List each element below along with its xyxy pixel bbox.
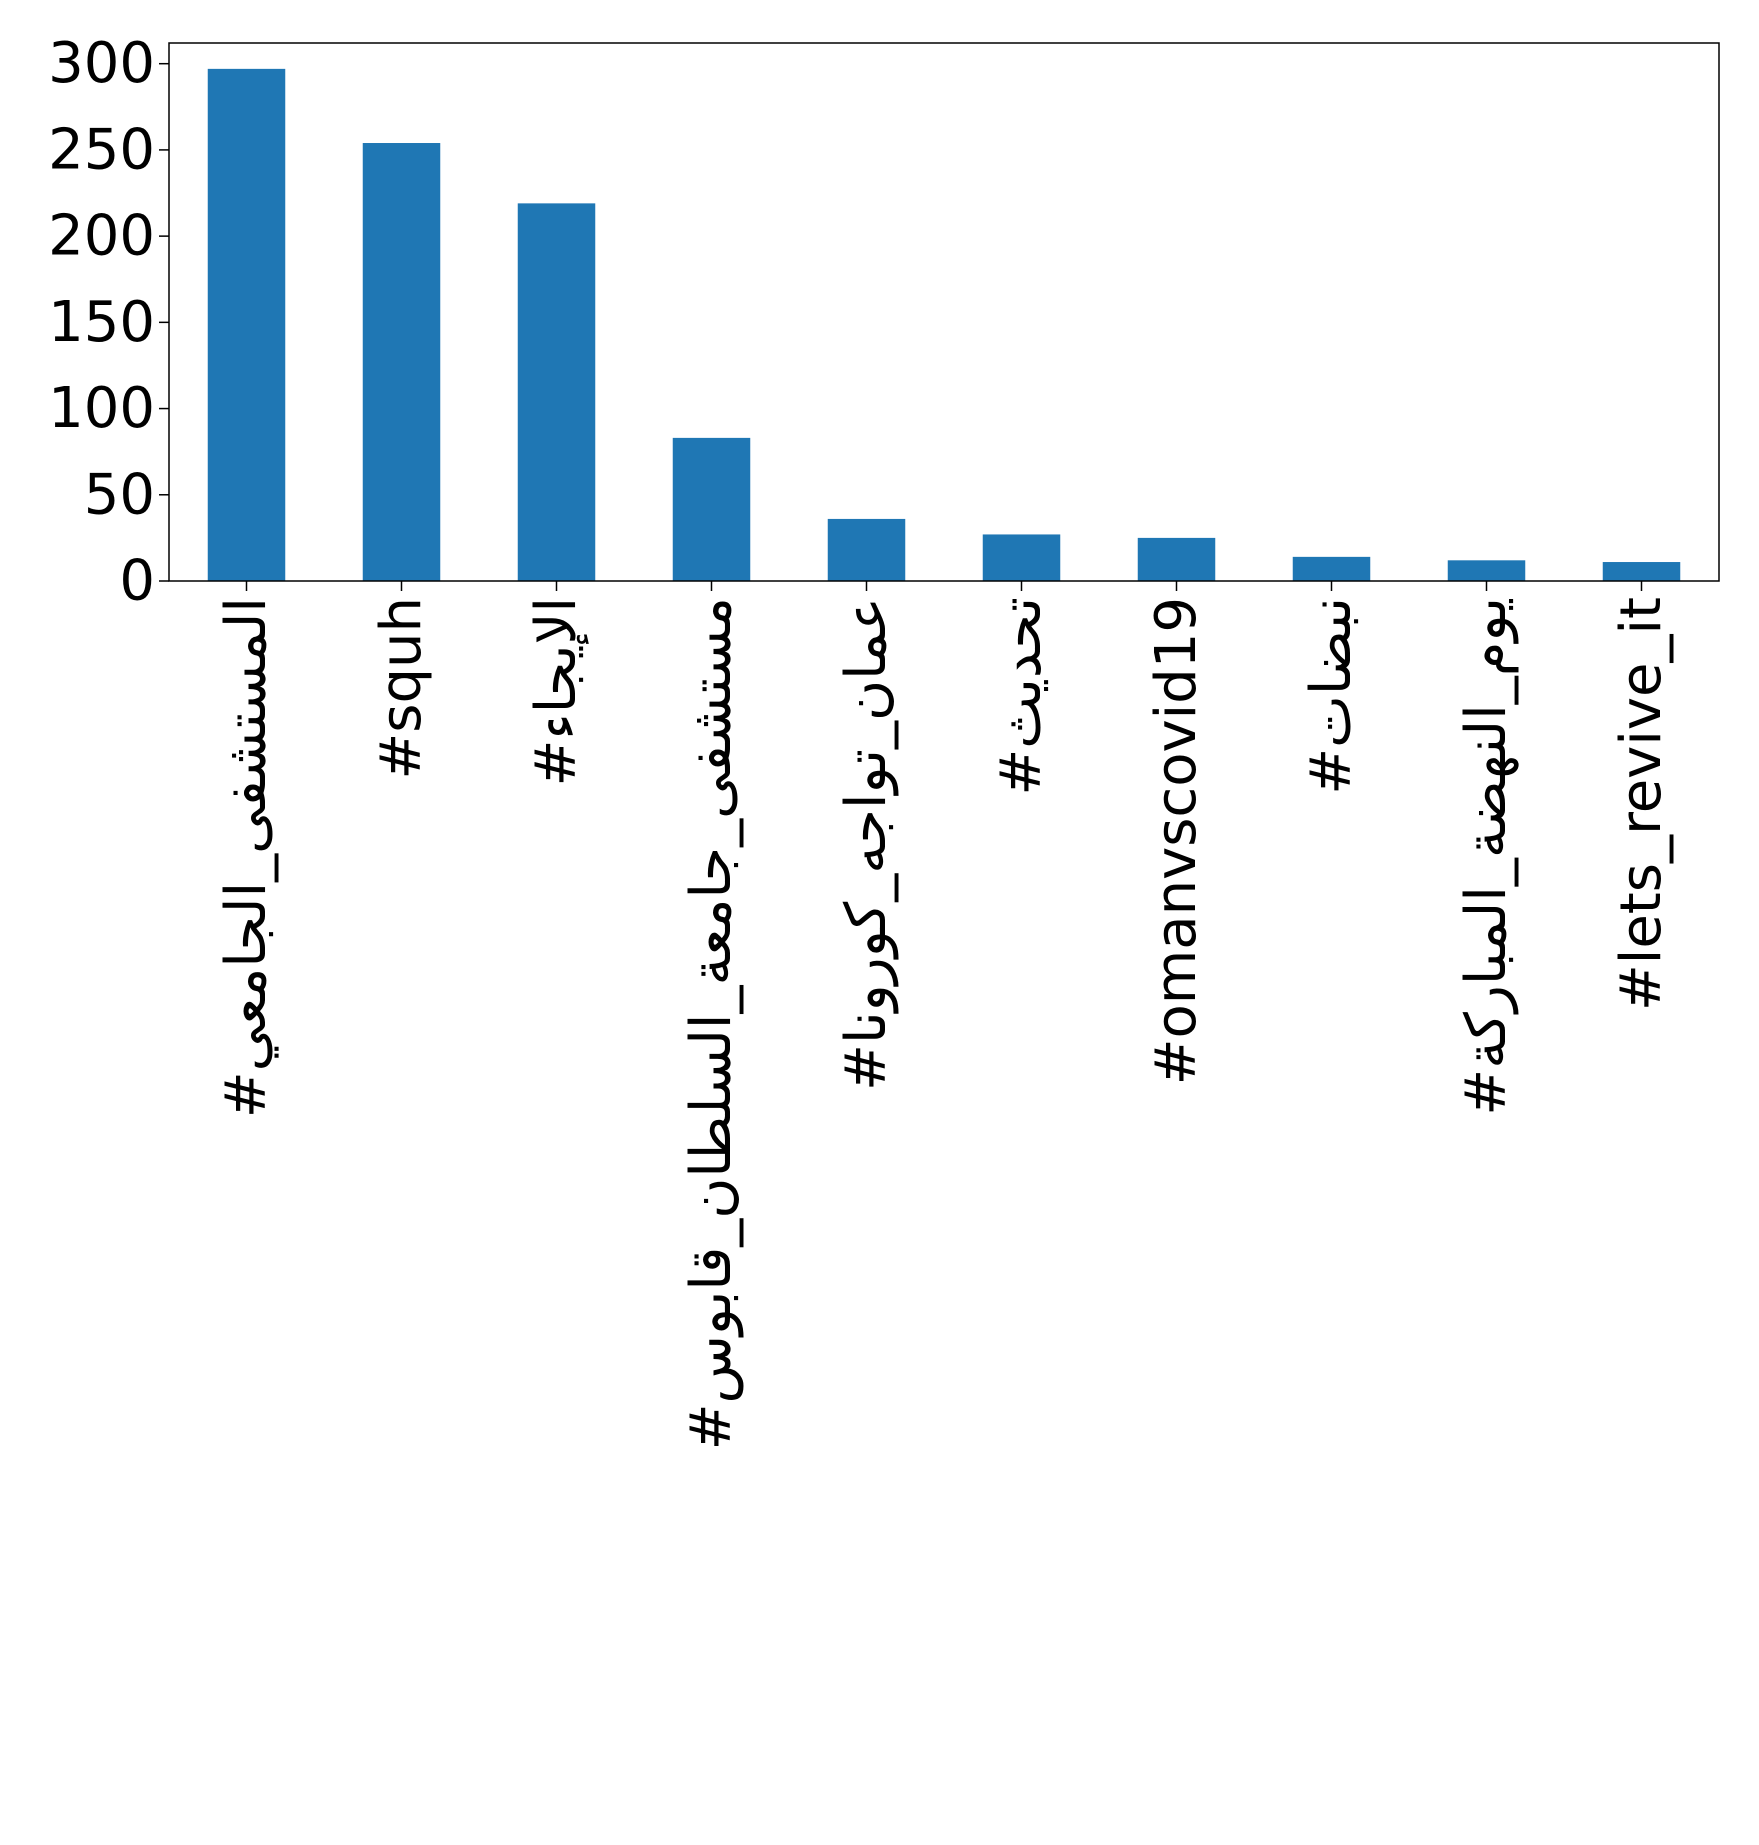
x-tick-label-5: #تحديث: [989, 597, 1054, 796]
y-tick-label-1: 50: [84, 462, 155, 527]
y-tick-label-2: 100: [48, 376, 155, 441]
bar-0: [207, 68, 286, 582]
y-tick-label-4: 200: [48, 204, 155, 269]
bar-8: [1447, 560, 1526, 581]
bar-5: [982, 534, 1061, 581]
bar-9: [1602, 562, 1681, 581]
bar-6: [1137, 537, 1216, 581]
bar-3: [672, 437, 751, 581]
x-tick-label-3: #مستشفى_جامعة_السلطان_قابوس: [679, 597, 744, 1450]
bar-2: [517, 203, 596, 581]
y-tick-label-5: 250: [48, 117, 155, 182]
y-tick-label-0: 0: [119, 549, 155, 614]
y-tick-label-6: 300: [48, 31, 155, 96]
bar-7: [1292, 556, 1371, 581]
y-axis: 0 50 100 150 200 250 300: [48, 31, 169, 614]
x-tick-label-8: #يوم_النهضة_المباركة: [1454, 597, 1519, 1116]
bar-1: [362, 143, 441, 581]
x-tick-label-1: #squh: [369, 597, 434, 780]
x-tick-label-2: #الإيجاء: [524, 597, 589, 787]
x-tick-label-7: #نبضات: [1299, 597, 1364, 795]
y-tick-label-3: 150: [48, 290, 155, 355]
plot-frame: [168, 42, 1720, 582]
x-tick-label-9: #lets_revive_it: [1609, 597, 1674, 1011]
x-tick-label-6: #omanvscovid19: [1144, 597, 1209, 1085]
x-tick-label-4: #عمان_تواجه_كورونا: [834, 597, 899, 1091]
x-tick-label-0: #المستشفى_الجامعي: [214, 597, 279, 1118]
x-axis: #المستشفى_الجامعي #squh #الإيجاء #مستشفى_جا…: [214, 581, 1674, 1450]
bar-4: [827, 518, 906, 581]
bars-group: [207, 68, 1681, 582]
